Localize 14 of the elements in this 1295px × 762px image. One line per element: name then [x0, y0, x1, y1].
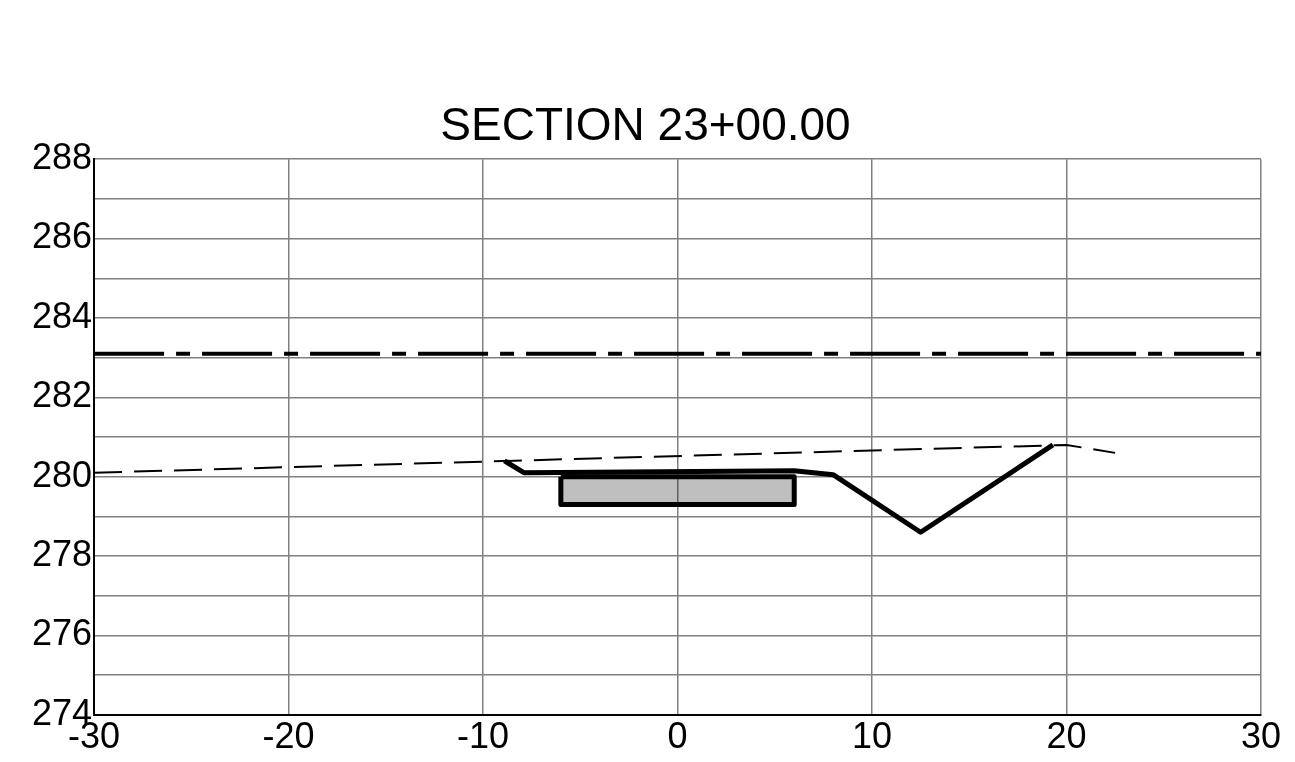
- y-tick-label: 288: [31, 136, 93, 178]
- x-tick-label: 30: [1240, 715, 1282, 757]
- x-tick-label: -20: [262, 715, 315, 757]
- y-tick-label: 278: [31, 532, 93, 574]
- y-tick-label: 286: [31, 215, 93, 257]
- x-tick-label: -10: [457, 715, 510, 757]
- x-tick-label: 20: [1046, 715, 1087, 757]
- y-tick-label: 280: [31, 453, 93, 495]
- x-tick-label: 10: [852, 715, 893, 757]
- x-tick-label: 0: [667, 715, 688, 757]
- y-tick-label: 282: [31, 374, 93, 416]
- y-tick-label: 276: [31, 612, 93, 654]
- y-tick-label: 284: [31, 294, 93, 336]
- chart-title: SECTION 23+00.00: [440, 98, 851, 151]
